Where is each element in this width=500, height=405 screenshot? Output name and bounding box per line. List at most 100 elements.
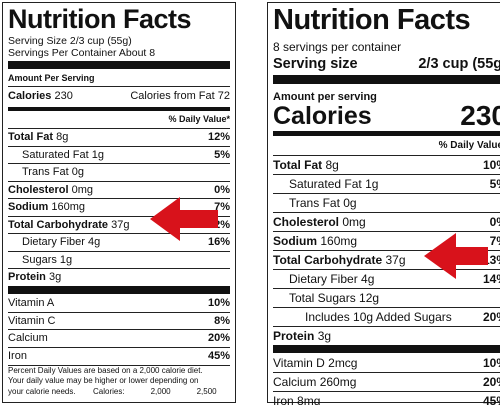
nutrient-amount: 8g [56, 131, 69, 144]
nutrient-row: Total Fat 8g 12% [8, 128, 230, 146]
nutrient-name: Dietary Fiber [289, 272, 358, 286]
servings: 8 servings per container [273, 40, 402, 54]
nutrient-name: Total Carbohydrate [273, 253, 383, 267]
nutrient-amount: 260mg [319, 375, 357, 389]
footer-cell: 2,000 [150, 387, 171, 396]
daily-value: 45% [482, 394, 500, 405]
calories-label: Calories [273, 101, 372, 130]
footnote: your calorie needs. [8, 387, 76, 396]
nutrient-name: Total Sugars [289, 291, 356, 305]
nutrient-row: Total Fat 8g 10% [273, 155, 500, 174]
serving-amount: 2/3 cup (55g) [418, 56, 500, 72]
nutrient-cell: Cholesterol 0mg [273, 215, 366, 229]
nutrient-row: Calcium 20% [8, 329, 230, 347]
nutrient-row: Trans Fat 0g [8, 163, 230, 181]
amount-per-serving: Amount Per Serving [8, 73, 230, 87]
nutrient-cell: Total Sugars 12g [289, 291, 379, 305]
nutrient-name: Vitamin A [8, 296, 55, 309]
old-label-wrap: Nutrition Facts Serving Size 2/3 cup (55g… [0, 0, 240, 405]
nutrient-row: Saturated Fat 1g 5% [273, 174, 500, 193]
nutrient-cell: Calcium 260mg [273, 375, 356, 389]
nutrient-row: Dietary Fiber 4g 16% [8, 233, 230, 251]
nutrient-name: Calories [8, 90, 52, 102]
nutrient-row: Calories 230 Calories from Fat 72 [8, 87, 230, 105]
nutrient-row: Total Sugars 12g [273, 288, 500, 307]
nutrient-amount: 1g [59, 253, 73, 266]
nutrient-row: Protein 3g [273, 326, 500, 345]
thick-bar [273, 75, 500, 84]
nutrient-cell: Vitamin D 2mcg [273, 356, 357, 370]
bar [8, 107, 230, 111]
daily-value: 20% [482, 375, 500, 389]
nutrient-amount: 230 [54, 90, 73, 102]
nutrient-name: Sodium [273, 234, 317, 248]
footer-cell: Calories: [93, 387, 125, 396]
nutrient-name: Includes 10g Added Sugars [305, 310, 452, 324]
nutrient-row: Includes 10g Added Sugars 20% [273, 307, 500, 326]
nutrient-cell: Iron 8mg [273, 394, 320, 405]
nutrient-cell: Sodium 160mg [8, 201, 85, 213]
nutrient-amount: 1g [365, 177, 379, 191]
nutrient-row: Sodium 160mg 7% [8, 198, 230, 216]
nutrient-cell: Cholesterol 0mg [8, 184, 93, 196]
nutrient-name: Cholesterol [273, 215, 340, 229]
nutrient-amount: 0g [71, 166, 84, 179]
nutrient-cell: Trans Fat 0g [289, 196, 357, 210]
nutrient-name: Dietary Fiber [22, 236, 85, 249]
nutrient-cell: Protein 3g [8, 271, 61, 283]
nutrient-cell: Vitamin A [8, 297, 54, 309]
nutrient-name: Sodium [8, 201, 49, 214]
new-label: Nutrition Facts 8 servings per container S… [267, 2, 500, 405]
nutrient-cell: Saturated Fat 1g [22, 149, 104, 161]
nutrient-cell: Total Carbohydrate 37g [273, 253, 406, 267]
daily-value: 7% [214, 201, 230, 214]
nutrient-row: Sugars 1g [8, 250, 230, 269]
title: Nutrition Facts [8, 4, 192, 34]
footnote: Your daily value may be higher or lower … [8, 376, 199, 385]
daily-value: 0% [489, 215, 500, 229]
dv-header: % Daily Value* [168, 114, 230, 124]
nutrient-name: Vitamin D [273, 355, 325, 370]
nutrient-cell: Vitamin C [8, 315, 55, 327]
nutrient-row: Iron 8mg 45% [273, 391, 500, 405]
nutrient-row: Vitamin D 2mcg 10% [273, 353, 500, 372]
dv-header: % Daily Value* [438, 140, 500, 151]
nutrient-cell: Saturated Fat 1g [289, 177, 378, 191]
nutrient-name: Total Carbohydrate [8, 218, 109, 231]
nutrient-amount: 37g [111, 218, 130, 231]
nutrient-amount: 4g [361, 272, 375, 286]
nutrient-amount: 160mg [51, 201, 86, 214]
nutrient-row: Iron 45% [8, 346, 230, 365]
footer-calories: Calories: 2,000 2,500 [93, 387, 230, 396]
nutrient-cell: Dietary Fiber 4g [289, 272, 374, 286]
nutrient-cell: Iron [8, 350, 27, 362]
nutrient-name: Vitamin C [8, 314, 56, 327]
nutrient-name: Protein [8, 271, 46, 284]
daily-value: 16% [207, 236, 230, 249]
nutrient-amount: 4g [88, 236, 101, 249]
nutrient-row: Vitamin A 10% [8, 294, 230, 312]
daily-value: 10% [207, 296, 230, 309]
nutrient-amount: 37g [385, 253, 406, 267]
daily-value: 7% [489, 234, 500, 248]
nutrient-row: Trans Fat 0g [273, 193, 500, 212]
thick-bar [8, 61, 230, 69]
nutrient-amount: 2mcg [328, 355, 358, 370]
nutrient-row: Vitamin C 8% [8, 311, 230, 330]
nutrient-cell: Trans Fat 0g [22, 166, 84, 178]
nutrient-row: Saturated Fat 1g 5% [8, 145, 230, 164]
nutrient-cell: Protein 3g [273, 329, 331, 343]
old-label: Nutrition Facts Serving Size 2/3 cup (55g… [2, 2, 236, 403]
nutrient-cell: Sugars 1g [22, 254, 72, 266]
nutrient-cell: Calcium [8, 332, 48, 344]
nutrient-name: Total Fat [8, 131, 54, 144]
red-arrow [424, 233, 488, 279]
daily-value: 20% [482, 310, 500, 324]
daily-value: 5% [489, 177, 500, 191]
nutrient-name: Sugars [22, 253, 57, 266]
nutrient-row: Cholesterol 0mg 0% [8, 180, 230, 199]
nutrient-name: Saturated Fat [22, 148, 89, 161]
daily-value: 20% [207, 332, 230, 345]
daily-value: 0% [214, 183, 230, 196]
nutrient-amount: 12g [359, 291, 380, 305]
